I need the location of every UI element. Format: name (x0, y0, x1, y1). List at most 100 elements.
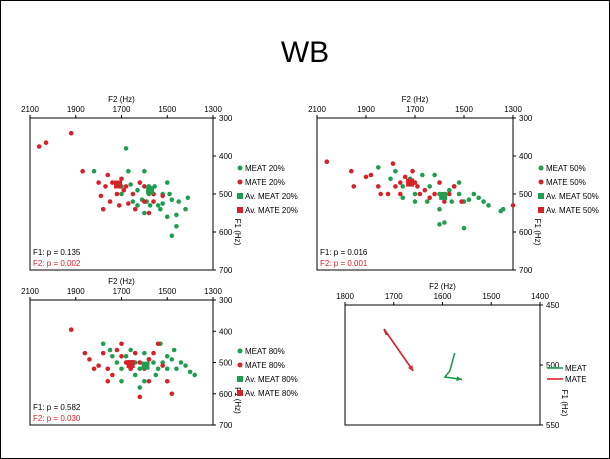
data-point (142, 199, 147, 204)
data-point (437, 206, 442, 212)
data-point (393, 168, 398, 174)
data-point (119, 191, 124, 197)
data-point (400, 184, 406, 189)
average-marker (114, 180, 123, 189)
legend-label: MATE 20% (245, 178, 285, 187)
data-point (456, 180, 462, 185)
data-point (466, 197, 472, 202)
data-point (183, 363, 188, 368)
data-point (412, 199, 418, 204)
data-point (375, 184, 381, 189)
data-point (142, 168, 147, 174)
data-point (178, 360, 184, 365)
data-point (164, 214, 170, 220)
stat-label: F2: p = 0.001 (320, 259, 368, 268)
data-point (432, 172, 437, 178)
data-point (442, 220, 447, 225)
data-point (107, 199, 113, 204)
stat-label: F1: p = 0.135 (33, 248, 81, 257)
data-point (427, 195, 433, 201)
data-point (169, 233, 175, 239)
y-axis-label: F1 (Hz) (560, 390, 569, 417)
data-point (142, 350, 147, 356)
series-line (443, 352, 463, 381)
data-point (174, 224, 179, 229)
data-point (151, 350, 156, 356)
data-point (192, 372, 197, 378)
data-point (126, 168, 131, 174)
x-axis-label: F2 (Hz) (402, 95, 429, 104)
x-tick-label: 2100 (21, 287, 39, 296)
data-point (420, 172, 425, 178)
x-tick-label: 1500 (158, 105, 176, 114)
y-tick-label: 600 (219, 228, 233, 237)
x-tick-label: 1700 (385, 292, 403, 301)
legend-swatch (237, 348, 243, 354)
data-point (142, 378, 147, 384)
x-tick-label: 1700 (113, 287, 131, 296)
data-point (390, 161, 396, 166)
data-point (456, 191, 462, 197)
data-point (459, 199, 464, 204)
data-point (43, 140, 49, 145)
data-point (110, 353, 115, 359)
data-point (171, 347, 177, 353)
data-point (393, 184, 398, 189)
data-point (424, 199, 430, 204)
data-point (388, 176, 393, 182)
data-point (119, 366, 124, 372)
data-point (169, 197, 175, 202)
chart-meat-mate-20: 2100 1900 1700 1500 1300 F2 (Hz) 300 400 500 600 7… (21, 95, 298, 275)
x-tick-label: 1400 (531, 292, 549, 301)
data-point (132, 372, 138, 378)
y-tick-label: 300 (519, 114, 533, 123)
legend-label: MATE 50% (546, 178, 586, 187)
y-tick-label: 600 (219, 390, 233, 399)
data-point (500, 206, 506, 212)
data-point (427, 184, 433, 189)
legend-swatch (538, 193, 544, 199)
data-point (36, 144, 42, 149)
legend-swatch (538, 179, 544, 185)
data-point (137, 394, 143, 400)
data-point (68, 130, 74, 136)
x-axis-label: F2 (Hz) (108, 277, 135, 286)
x-tick-label: 1300 (504, 105, 522, 114)
data-point (121, 187, 127, 193)
data-point (114, 191, 120, 197)
y-tick-label: 600 (519, 228, 533, 237)
legend-swatch (538, 207, 544, 213)
legend-label: Av. MEAT 20% (245, 192, 298, 201)
data-point (164, 180, 170, 185)
legend-swatch (237, 362, 243, 368)
y-tick-label: 400 (219, 152, 233, 161)
data-point (96, 363, 101, 368)
x-tick-label: 2100 (308, 105, 326, 114)
average-marker (439, 191, 448, 200)
data-point (128, 182, 133, 187)
data-point (155, 203, 161, 208)
data-point (119, 353, 124, 359)
data-point (349, 168, 354, 174)
x-tick-label: 1300 (204, 287, 222, 296)
x-tick-label: 1300 (204, 105, 222, 114)
data-point (80, 168, 85, 174)
legend-label: Av. MEAT 50% (546, 192, 599, 201)
legend-swatch (237, 390, 243, 396)
data-point (183, 206, 188, 212)
x-tick-label: 1800 (336, 292, 354, 301)
data-point (510, 203, 516, 208)
data-point (135, 187, 140, 193)
data-point (447, 187, 452, 193)
x-tick-label: 1700 (113, 105, 131, 114)
stat-label: F2: p = 0.002 (33, 259, 81, 268)
data-point (146, 357, 152, 362)
data-point (98, 193, 104, 199)
data-point (447, 191, 452, 197)
y-tick-label: 500 (519, 190, 533, 199)
data-point (398, 191, 403, 197)
data-point (91, 168, 97, 174)
data-point (398, 180, 403, 185)
y-tick-label: 550 (546, 421, 560, 430)
data-point (116, 203, 122, 208)
